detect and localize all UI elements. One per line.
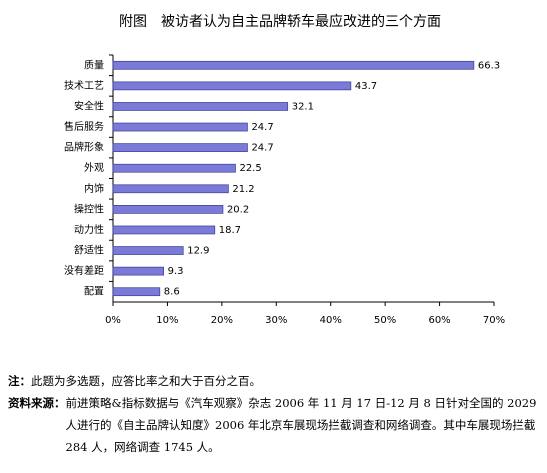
source-label: 资料来源： <box>8 396 66 410</box>
bar <box>112 205 224 214</box>
bar <box>112 81 352 91</box>
chart: 附图 被访者认为自主品牌轿车最应改进的三个方面 0% 10% 20% 30% 40% 50… <box>64 13 505 326</box>
x-tick-label: 0% <box>105 315 121 326</box>
y-tick-label: 动力性 <box>74 223 104 236</box>
y-tick-label: 质量 <box>84 59 104 71</box>
bar <box>112 122 248 132</box>
x-tick-label: 20% <box>211 315 233 326</box>
value-label: 21.2 <box>232 184 254 195</box>
bar <box>112 287 161 297</box>
value-label: 12.9 <box>187 246 209 257</box>
bar <box>112 184 229 194</box>
bar <box>112 60 475 70</box>
note: 注： 此题为多选题，应答比率之和大于百分之百。 <box>8 370 543 392</box>
bar <box>112 225 216 235</box>
y-tick-label: 售后服务 <box>64 120 104 133</box>
value-label: 32.1 <box>292 101 314 112</box>
note-text: 此题为多选题，应答比率之和大于百分之百。 <box>31 374 261 388</box>
notes: 注： 此题为多选题，应答比率之和大于百分之百。 资料来源： 前进策略&指标数据与《汽… <box>8 370 543 458</box>
bar <box>112 163 236 173</box>
value-label: 24.7 <box>251 122 273 133</box>
y-tick-label: 外观 <box>84 162 104 174</box>
value-label: 18.7 <box>219 225 241 236</box>
value-label: 9.3 <box>168 266 184 277</box>
x-tick-label: 70% <box>483 315 505 326</box>
bar <box>112 246 184 255</box>
x-tick-label: 40% <box>320 315 342 326</box>
chart-title: 附图 被访者认为自主品牌轿车最应改进的三个方面 <box>119 13 441 30</box>
y-tick-label: 品牌形象 <box>64 141 104 154</box>
source-text: 前进策略&指标数据与《汽车观察》杂志 2006 年 11 月 17 日-12 月… <box>65 396 537 454</box>
y-tick-label: 内饰 <box>84 182 104 195</box>
x-tick-label: 60% <box>428 315 450 326</box>
value-label: 43.7 <box>355 81 377 92</box>
value-label: 24.7 <box>251 143 273 154</box>
source: 资料来源： 前进策略&指标数据与《汽车观察》杂志 2006 年 11 月 17 日… <box>8 392 543 458</box>
bar <box>112 102 289 111</box>
note-label: 注： <box>8 374 31 388</box>
y-tick-label: 操控性 <box>74 202 104 215</box>
value-label: 8.6 <box>164 287 180 298</box>
y-tick-label: 技术工艺 <box>64 79 104 92</box>
bar <box>112 266 164 276</box>
y-tick-label: 没有差距 <box>64 264 104 277</box>
y-tick-label: 配置 <box>84 286 104 298</box>
y-tick-label: 安全性 <box>74 99 104 112</box>
value-label: 22.5 <box>239 163 261 174</box>
y-tick-label: 舒适性 <box>74 244 104 257</box>
x-tick-label: 30% <box>265 315 287 326</box>
bar <box>112 143 248 152</box>
value-label: 20.2 <box>227 204 249 215</box>
x-tick-label: 50% <box>374 315 396 326</box>
x-tick-label: 10% <box>156 315 178 326</box>
value-label: 66.3 <box>478 60 500 71</box>
